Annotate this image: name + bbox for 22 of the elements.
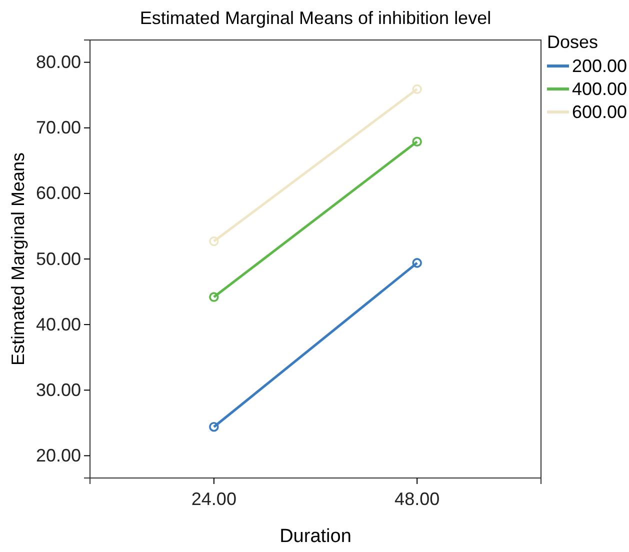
y-tick-label: 80.00 <box>36 52 81 72</box>
y-tick-label: 40.00 <box>36 314 81 334</box>
point <box>209 292 219 302</box>
y-tick-label: 20.00 <box>36 445 81 466</box>
legend-label: 600.00 <box>572 102 628 122</box>
x-axis-title: Duration <box>280 526 352 547</box>
x-tick-label: 24.00 <box>191 489 236 509</box>
point <box>412 258 422 268</box>
point <box>412 84 422 94</box>
point <box>209 236 219 246</box>
legend-label: 200.00 <box>572 56 628 76</box>
y-tick-label: 60.00 <box>36 183 81 204</box>
y-tick-label: 70.00 <box>36 118 81 138</box>
y-tick-label: 50.00 <box>36 248 81 269</box>
y-axis-title: Estimated Marginal Means <box>8 152 28 366</box>
point <box>209 422 219 432</box>
chart-title: Estimated Marginal Means of inhibition level <box>140 8 492 28</box>
x-tick-label: 48.00 <box>394 489 440 509</box>
point <box>412 136 422 147</box>
legend-label: 400.00 <box>572 79 628 99</box>
y-tick-label: 30.00 <box>36 380 81 400</box>
legend-title: Doses <box>547 32 598 52</box>
